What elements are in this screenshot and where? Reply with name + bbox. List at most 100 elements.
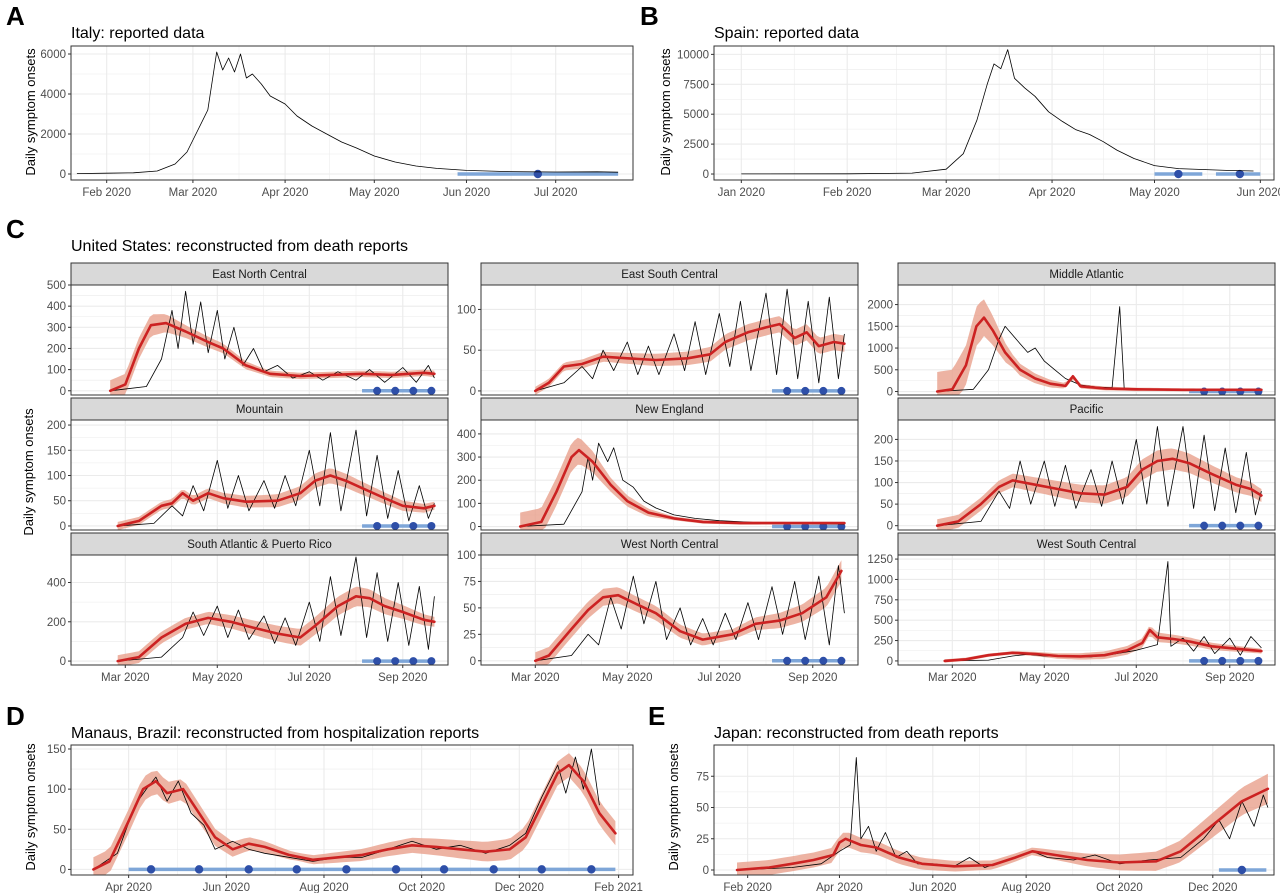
- x-tick-label: Jun 2020: [443, 187, 490, 199]
- y-tick-label: 100: [874, 478, 893, 490]
- confidence-band: [937, 448, 1262, 530]
- reported-series-line: [117, 556, 435, 662]
- chart-title-manaus: Manaus, Brazil: reconstructed from hospi…: [71, 725, 479, 742]
- x-tick-label: Oct 2020: [1096, 882, 1143, 893]
- facet-strip: [480, 262, 859, 286]
- facet-strip-label: West North Central: [621, 539, 719, 551]
- reported-series-line: [741, 49, 1254, 175]
- x-tick-label: Mar 2020: [922, 187, 971, 199]
- facet-strip-label: Middle Atlantic: [1049, 269, 1123, 281]
- y-tick-label: 200: [457, 475, 476, 487]
- facet-strip-label: East South Central: [621, 269, 718, 281]
- estimation-window-dot: [537, 865, 546, 874]
- y-tick-label: 2000: [40, 129, 66, 141]
- estimation-window-dot: [1200, 656, 1209, 665]
- y-tick-label: 10000: [677, 49, 709, 61]
- reported-series-line: [520, 442, 845, 527]
- y-tick-label: 100: [457, 550, 476, 562]
- facet-strip-label: South Atlantic & Puerto Rico: [187, 539, 331, 551]
- x-tick-label: Feb 2020: [82, 187, 131, 199]
- x-tick-label: Mar 2020: [169, 187, 218, 199]
- estimation-window-dot: [801, 656, 810, 665]
- x-tick-label: Feb 2020: [823, 187, 872, 199]
- estimation-window-dot: [819, 656, 828, 665]
- x-tick-label: Sep 2020: [1205, 672, 1254, 684]
- y-axis-label-us: Daily symptom onsets: [21, 408, 36, 536]
- x-tick-label: Jul 2020: [698, 672, 741, 684]
- panel-label-d: D: [6, 701, 25, 731]
- y-tick-label: 2500: [683, 139, 709, 151]
- panel-label-c: C: [6, 214, 25, 244]
- x-tick-label: Aug 2020: [1002, 882, 1051, 893]
- plot-us-south-atlantic-puerto-rico: 0 200 400 Mar 2020 May 2020 Jul 2020 Sep 2020 S…: [47, 532, 449, 684]
- reconstructed-series-line: [935, 457, 1263, 528]
- chart-title-us: United States: reconstructed from death …: [71, 238, 408, 255]
- y-tick-label: 200: [47, 420, 66, 432]
- y-tick-label: 1000: [867, 574, 893, 586]
- y-tick-label: 75: [463, 576, 476, 588]
- estimation-window-dot: [1237, 865, 1247, 875]
- panel-label-e: E: [648, 701, 665, 731]
- estimation-window-dot: [783, 386, 792, 395]
- y-tick-label: 50: [696, 803, 709, 815]
- reconstructed-series-line: [108, 321, 436, 393]
- x-tick-label: Oct 2020: [398, 882, 445, 893]
- x-tick-label: Jun 2020: [203, 882, 250, 893]
- reported-series-line: [117, 429, 435, 527]
- estimation-window-dot: [373, 521, 382, 530]
- y-tick-label: 100: [47, 471, 66, 483]
- plot-us-new-england: 0 100 200 300 400 New England: [457, 397, 859, 534]
- reported-series-line: [535, 565, 845, 662]
- x-tick-label: Sep 2020: [788, 672, 837, 684]
- y-tick-label: 50: [53, 824, 66, 836]
- facet-strip: [897, 397, 1276, 421]
- estimation-window-dot: [409, 386, 418, 395]
- estimation-window-dot: [194, 865, 204, 874]
- y-tick-label: 100: [457, 304, 476, 316]
- y-tick-label: 7500: [683, 79, 709, 91]
- y-tick-label: 50: [880, 499, 893, 511]
- facet-strip-label: East North Central: [212, 269, 307, 281]
- y-tick-label: 0: [470, 522, 476, 534]
- x-tick-label: Apr 2020: [816, 882, 863, 893]
- x-tick-label: Mar 2020: [928, 672, 977, 684]
- plot-border: [70, 744, 634, 876]
- plot-us-pacific: 0 50 100 150 200 Pacific: [874, 397, 1276, 533]
- estimation-window-dot: [391, 865, 401, 874]
- facet-strip-label: Pacific: [1070, 404, 1104, 416]
- estimation-window-dot: [439, 865, 449, 874]
- y-tick-label: 0: [470, 656, 476, 668]
- x-tick-label: Aug 2020: [299, 882, 348, 893]
- plot-japan: 0 25 50 75 Feb 2020 Apr 2020 Jun 2020 Aug 2020 O…: [696, 744, 1275, 893]
- x-tick-label: Feb 2020: [723, 882, 772, 893]
- facet-strip-label: West South Central: [1037, 539, 1137, 551]
- chart-title-japan: Japan: reconstructed from death reports: [714, 725, 999, 742]
- estimation-window-dot: [373, 386, 382, 395]
- y-tick-label: 200: [47, 617, 66, 629]
- x-tick-label: Jun 2020: [1237, 187, 1280, 199]
- y-tick-label: 400: [47, 578, 66, 590]
- y-tick-label: 1000: [867, 343, 893, 355]
- y-tick-label: 100: [457, 498, 476, 510]
- estimation-window-dot: [1200, 521, 1209, 530]
- y-axis-label-italy: Daily symptom onsets: [23, 48, 38, 176]
- x-tick-label: Sep 2020: [378, 672, 427, 684]
- y-tick-label: 500: [874, 365, 893, 377]
- estimation-window-dot: [783, 522, 792, 531]
- x-tick-label: Jan 2020: [718, 187, 765, 199]
- y-tick-label: 0: [60, 386, 66, 398]
- y-tick-label: 0: [60, 864, 66, 876]
- estimation-window-dot: [1235, 169, 1245, 179]
- x-tick-label: Apr 2020: [105, 882, 152, 893]
- plot-us-west-north-central: 0 25 50 75 100 Mar 2020 May 2020 Jul 2020 Sep 20…: [457, 532, 859, 684]
- estimation-window-dot: [1236, 656, 1245, 665]
- reconstructed-series-line: [533, 569, 843, 663]
- x-tick-label: Dec 2020: [495, 882, 544, 893]
- x-tick-label: Apr 2020: [262, 187, 309, 199]
- estimation-window-dot: [427, 386, 436, 395]
- plot-border: [713, 744, 1275, 876]
- x-tick-label: May 2020: [349, 187, 400, 199]
- x-tick-label: Jun 2020: [909, 882, 956, 893]
